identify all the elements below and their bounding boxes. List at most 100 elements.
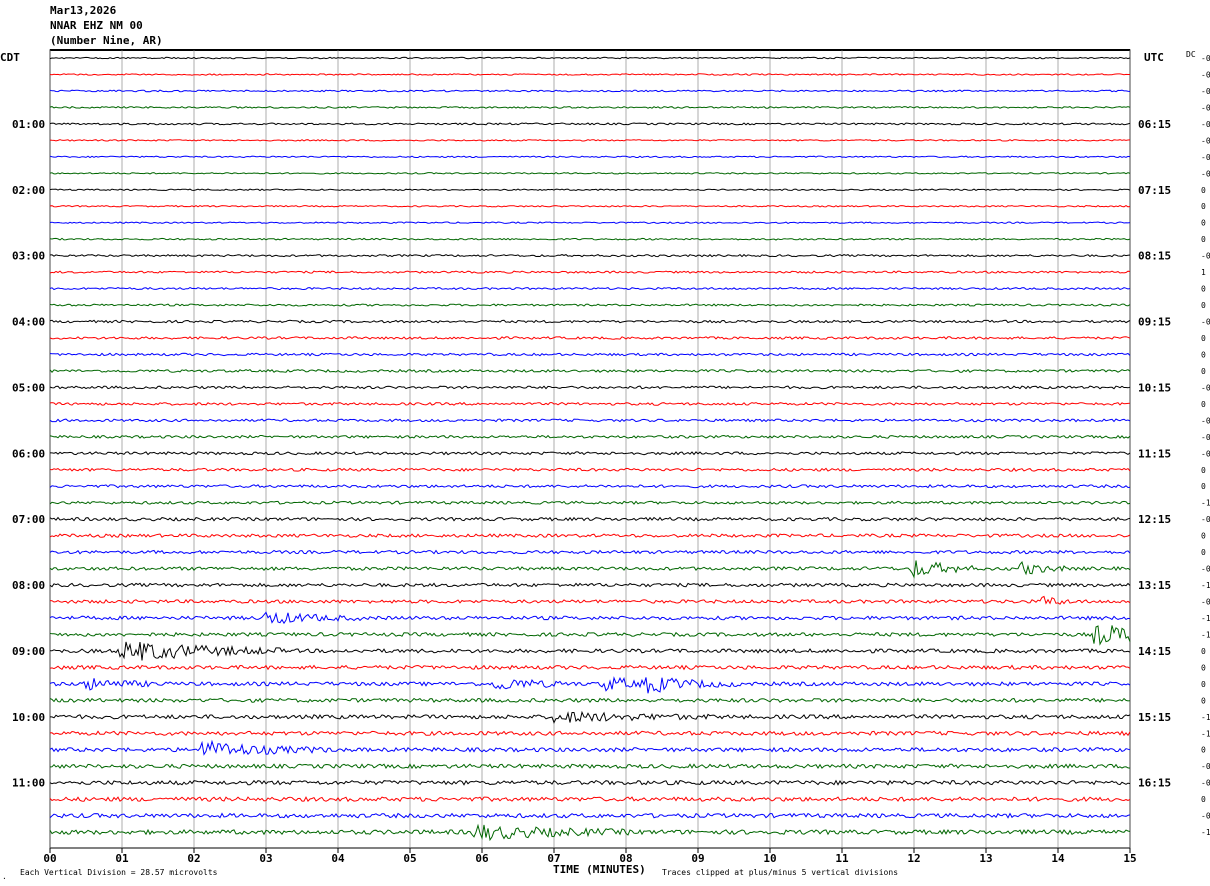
dc-header-label: DC [1186, 50, 1196, 59]
right-hour-label: 10:15 [1138, 381, 1171, 394]
station-code: NNAR EHZ NM 00 [50, 19, 143, 32]
x-tick-label: 01 [115, 852, 129, 865]
dc-offset-value: -0 [1201, 87, 1210, 96]
dc-offset-value: -1 [1201, 713, 1210, 722]
trace-row-19 [49, 368, 1131, 373]
trace-row-36 [49, 641, 1131, 661]
dc-offset-value: 0 [1201, 350, 1206, 359]
dc-offset-value: -0 [1201, 779, 1210, 788]
dc-offset-value: 0 [1201, 367, 1206, 376]
vertical-division-note: Each Vertical Division = 28.57 microvolt… [20, 868, 218, 877]
x-tick-label: 09 [691, 852, 704, 865]
x-tick-label: 14 [1051, 852, 1065, 865]
right-hour-label: 06:15 [1138, 118, 1171, 131]
left-hour-label: 02:00 [12, 184, 45, 197]
trace-row-40 [50, 710, 1131, 724]
station-location: (Number Nine, AR) [50, 34, 163, 47]
right-hour-label: 14:15 [1138, 645, 1171, 658]
dc-offset-value: 0 [1201, 482, 1206, 491]
left-hour-label: 10:00 [12, 711, 45, 724]
dc-offset-value: 0 [1201, 663, 1206, 672]
dc-offset-value: -1 [1201, 729, 1210, 738]
dc-offset-value: -0 [1201, 565, 1210, 574]
trace-row-44 [49, 779, 1131, 786]
dc-offset-value: -0 [1201, 449, 1210, 458]
right-hour-label: 15:15 [1138, 711, 1171, 724]
trace-row-43 [49, 763, 1131, 770]
trace-row-18 [49, 352, 1131, 357]
trace-row-3 [49, 105, 1131, 109]
trace-row-17 [49, 336, 1131, 340]
x-tick-label: 02 [187, 852, 200, 865]
trace-row-1 [49, 73, 1130, 76]
seismic-traces [49, 56, 1131, 842]
x-tick-label: 04 [331, 852, 345, 865]
trace-row-47 [49, 823, 1131, 842]
dc-offset-value: -0 [1201, 136, 1210, 145]
trace-row-33 [49, 595, 1131, 605]
left-hour-label: 04:00 [12, 316, 45, 329]
trace-row-14 [49, 286, 1131, 291]
x-tick-label: 00 [43, 852, 56, 865]
dc-offset-value: 0 [1201, 202, 1206, 211]
left-hour-label: 09:00 [12, 645, 45, 658]
trace-row-21 [49, 401, 1131, 406]
dc-offset-value: 0 [1201, 795, 1206, 804]
right-hour-label: 12:15 [1138, 513, 1171, 526]
trace-row-4 [49, 122, 1131, 126]
trace-row-26 [49, 483, 1131, 489]
x-tick-label: 12 [907, 852, 920, 865]
left-hour-label: 11:00 [12, 777, 45, 790]
dc-offset-value: -0 [1201, 169, 1210, 178]
left-hour-label: 05:00 [12, 381, 45, 394]
x-tick-label: 13 [979, 852, 992, 865]
dc-offset-value: 0 [1201, 301, 1206, 310]
minute-grid [49, 49, 1131, 853]
dc-offset-value: -0 [1201, 70, 1210, 79]
dc-offset-value: -1 [1201, 499, 1210, 508]
trace-row-13 [49, 270, 1131, 274]
dc-offset-value: -0 [1201, 318, 1210, 327]
dc-offset-value: -1 [1201, 828, 1210, 837]
trace-row-45 [49, 796, 1131, 803]
dc-offset-value: -1 [1201, 614, 1210, 623]
trace-row-0 [49, 56, 1131, 60]
x-tick-label: 03 [259, 852, 272, 865]
x-tick-label: 07 [547, 852, 560, 865]
x-tick-label: 05 [403, 852, 416, 865]
trace-row-35 [49, 625, 1131, 646]
dc-offset-value: -0 [1201, 120, 1210, 129]
right-hour-label: 07:15 [1138, 184, 1171, 197]
trace-row-9 [49, 204, 1131, 208]
dc-offset-value: 0 [1201, 680, 1206, 689]
dc-offset-value: 0 [1201, 466, 1206, 475]
dc-offset-value: 0 [1201, 532, 1206, 541]
trace-row-20 [49, 385, 1131, 390]
trace-row-15 [49, 303, 1131, 307]
right-hour-label: 09:15 [1138, 316, 1171, 329]
dc-offset-value: -0 [1201, 54, 1210, 63]
left-hour-label: 08:00 [12, 579, 45, 592]
dc-offset-value: 0 [1201, 548, 1206, 557]
dc-offset-value: 0 [1201, 696, 1206, 705]
record-date: Mar13,2026 [50, 4, 117, 17]
trace-row-37 [49, 664, 1131, 671]
x-tick-label: 06 [475, 852, 489, 865]
dc-offset-value: -1 [1201, 581, 1210, 590]
trace-row-30 [49, 549, 1131, 555]
dc-offset-value: -1 [1201, 630, 1210, 639]
trace-row-7 [49, 172, 1131, 175]
trace-row-42 [49, 739, 1131, 756]
trace-row-46 [49, 812, 1131, 819]
dc-offset-value: 0 [1201, 647, 1206, 656]
trace-row-8 [49, 188, 1131, 192]
trace-row-10 [49, 221, 1131, 224]
dc-offset-value: -0 [1201, 103, 1210, 112]
trace-row-24 [50, 451, 1131, 456]
trace-row-32 [49, 582, 1131, 588]
x-tick-label: 10 [763, 852, 776, 865]
trace-row-22 [49, 418, 1131, 423]
trace-row-38 [49, 676, 1131, 694]
x-tick-label: 15 [1123, 852, 1136, 865]
